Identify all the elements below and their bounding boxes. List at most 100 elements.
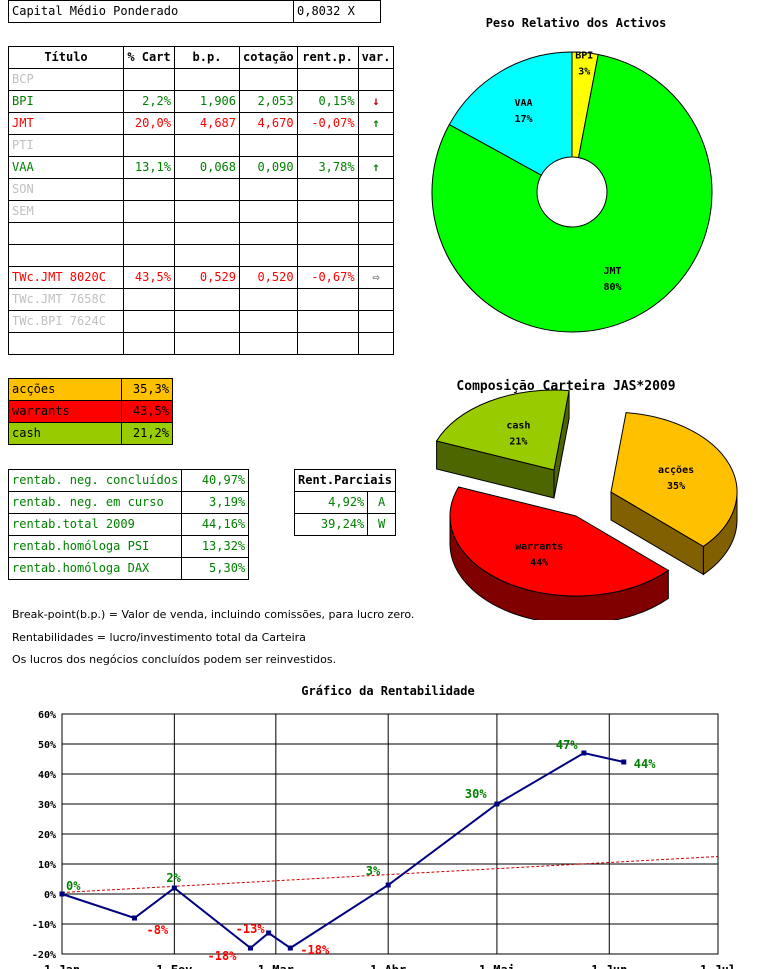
allocation-value: 43,5%	[121, 400, 173, 423]
pie-label-name: acções	[658, 465, 694, 476]
asset-bp	[174, 222, 240, 245]
pie-label-value: 21%	[509, 436, 527, 447]
asset-var	[357, 332, 395, 355]
allocation-label: warrants	[8, 400, 122, 423]
asset-name	[8, 222, 124, 245]
asset-row	[8, 222, 395, 245]
asset-var: ↑	[357, 156, 395, 179]
asset-cart: 13,1%	[123, 156, 175, 179]
capital-value: 0,8032 X	[293, 0, 381, 23]
asset-cart	[123, 68, 175, 91]
pie-label-name: JMT	[604, 266, 622, 277]
pie-slice-jmt	[431, 53, 713, 333]
returns-row: rentab. neg. concluídos 40,97%	[7, 469, 250, 492]
note-rentabilidades: Rentabilidades = lucro/investimento tota…	[12, 631, 306, 644]
asset-var: ↓	[357, 90, 395, 113]
returns-value: 44,16%	[181, 513, 250, 536]
pie-label-value: 17%	[515, 114, 533, 125]
trend-line	[61, 856, 719, 893]
arrow-up-icon: ↑	[372, 160, 380, 174]
allocation-row-accoes: acções 35,3%	[8, 378, 173, 401]
returns-row: rentab.homóloga DAX 5,30%	[7, 557, 250, 580]
partial-returns-table: Rent.Parciais 4,92% A 39,24% W	[293, 469, 396, 536]
asset-rent	[296, 288, 359, 311]
asset-name: TWc.JMT 8020C	[8, 266, 124, 289]
asset-name: TWc.JMT 7658C	[8, 288, 124, 311]
data-point	[621, 759, 627, 765]
pie-chart-composition: Composição Carteira JAS*2009 acções 35% war…	[435, 379, 738, 620]
asset-var	[357, 68, 395, 91]
x-tick-label: 1-Jul	[700, 963, 736, 969]
allocation-table: acções 35,3% warrants 43,5% cash 21,2%	[8, 378, 173, 445]
allocation-row-warrants: warrants 43,5%	[8, 400, 173, 423]
asset-var	[357, 244, 395, 267]
asset-name: SON	[8, 178, 124, 201]
asset-rent	[296, 178, 359, 201]
pie-slice-vaa	[448, 51, 573, 176]
returns-label: rentab.homóloga DAX	[7, 557, 183, 580]
asset-cart	[123, 200, 175, 223]
asset-bp: 0,068	[174, 156, 240, 179]
pie-label-value: 35%	[667, 481, 685, 492]
asset-rent	[296, 310, 359, 333]
asset-name: SEM	[8, 200, 124, 223]
asset-cotacao	[239, 134, 298, 157]
asset-name: PTI	[8, 134, 124, 157]
asset-row: TWc.BPI 7624C	[8, 310, 395, 333]
data-point	[59, 891, 65, 897]
asset-rent	[296, 200, 359, 223]
data-label: 47%	[556, 738, 578, 752]
x-tick-label: 1-Abr	[370, 963, 406, 969]
capital-unit: X	[347, 4, 355, 18]
returns-value: 40,97%	[181, 469, 250, 492]
asset-bp	[174, 288, 240, 311]
asset-bp	[174, 244, 240, 267]
asset-cotacao	[239, 200, 298, 223]
asset-rent	[296, 332, 359, 355]
partial-value: 4,92%	[293, 491, 369, 514]
partial-code: A	[367, 491, 396, 514]
partial-header: Rent.Parciais	[294, 469, 396, 492]
data-point	[171, 885, 177, 891]
asset-bp	[174, 200, 240, 223]
partial-value: 39,24%	[293, 513, 369, 536]
asset-row: SON	[8, 178, 395, 201]
returns-value: 5,30%	[181, 557, 250, 580]
x-tick-label: 1-Jun	[591, 963, 627, 969]
data-point	[385, 882, 391, 888]
returns-row: rentab.homóloga PSI 13,32%	[7, 535, 250, 558]
assets-header-row: Título % Cart b.p. cotação rent.p. var.	[8, 46, 395, 69]
pie-label-name: warrants	[515, 541, 563, 552]
pie-label-name: cash	[506, 420, 530, 431]
header-cotacao: cotação	[239, 46, 298, 69]
partial-row: 4,92% A	[293, 491, 396, 514]
asset-row	[8, 332, 395, 355]
asset-cart	[123, 310, 175, 333]
asset-cart: 2,2%	[123, 90, 175, 113]
asset-rent	[296, 134, 359, 157]
asset-bp	[174, 178, 240, 201]
capital-number: 0,8032	[297, 4, 341, 18]
pie-label-name: VAA	[515, 98, 533, 109]
chart-title: Composição Carteira JAS*2009	[456, 379, 675, 394]
asset-cart	[123, 244, 175, 267]
asset-cotacao	[239, 244, 298, 267]
data-label: -18%	[208, 949, 238, 963]
allocation-value: 35,3%	[121, 378, 173, 401]
y-tick-label: 30%	[38, 800, 56, 811]
asset-bp: 4,687	[174, 112, 240, 135]
asset-row	[8, 244, 395, 267]
asset-cart	[123, 222, 175, 245]
capital-label: Capital Médio Ponderado	[8, 0, 294, 23]
asset-name: VAA	[8, 156, 124, 179]
pie-label-value: 80%	[604, 282, 622, 293]
asset-name	[8, 244, 124, 267]
data-label: -8%	[146, 923, 168, 937]
data-point	[581, 750, 587, 756]
asset-rent	[296, 222, 359, 245]
asset-row: VAA 13,1% 0,068 0,090 3,78% ↑	[8, 156, 395, 179]
asset-name: BPI	[8, 90, 124, 113]
asset-cotacao	[239, 288, 298, 311]
asset-var	[357, 310, 395, 333]
data-point	[266, 930, 272, 936]
